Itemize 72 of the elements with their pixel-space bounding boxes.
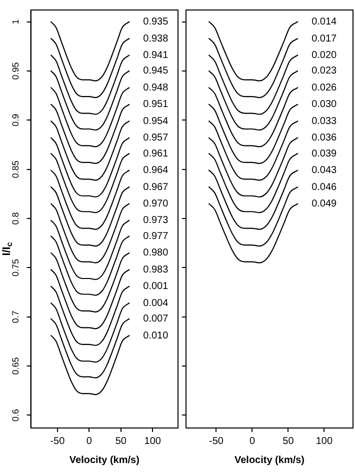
series-label: 0.030 xyxy=(312,99,338,110)
x-tick-label: 50 xyxy=(282,436,294,447)
line-series xyxy=(50,87,130,148)
line-series xyxy=(50,236,130,296)
series-label: 0.014 xyxy=(312,16,338,28)
line-series xyxy=(50,137,130,198)
series-label: 0.980 xyxy=(143,248,169,259)
x-axis-title: Velocity (km/s) xyxy=(69,454,140,466)
line-series xyxy=(50,153,130,214)
series-label: 0.954 xyxy=(143,116,169,127)
x-tick-label: 50 xyxy=(115,436,127,447)
series-label: 0.983 xyxy=(143,264,169,276)
line-series xyxy=(50,335,130,396)
series-label: 0.004 xyxy=(143,298,169,309)
line-series xyxy=(50,286,130,346)
series-label: 0.938 xyxy=(143,33,169,44)
y-tick-label: 0.65 xyxy=(10,357,21,375)
series-label: 0.957 xyxy=(143,132,169,144)
y-tick-label: 0.7 xyxy=(10,310,21,324)
series-label: 0.973 xyxy=(143,215,169,226)
y-tick-label: 0.6 xyxy=(10,408,21,422)
series-label: 0.010 xyxy=(143,330,169,342)
series-label: 0.017 xyxy=(312,33,338,44)
series-label: 0.020 xyxy=(312,50,338,61)
y-tick-label: 0.8 xyxy=(10,212,21,225)
series-label: 0.049 xyxy=(312,198,338,210)
series-label: 0.043 xyxy=(312,165,338,176)
x-tick-label: -50 xyxy=(209,436,224,447)
y-tick-label: 1 xyxy=(10,19,21,24)
line-series xyxy=(50,170,130,230)
y-tick-label: 0.9 xyxy=(10,114,21,126)
line-series xyxy=(50,269,130,330)
series-label: 0.945 xyxy=(143,66,169,77)
series-label: 0.039 xyxy=(312,148,338,160)
x-tick-label: -50 xyxy=(50,436,66,447)
y-tick-label: 0.75 xyxy=(10,258,21,276)
x-tick-label: 0 xyxy=(86,436,92,447)
x-axis-title: Velocity (km/s) xyxy=(234,454,305,466)
y-tick-label: 0.85 xyxy=(10,160,21,178)
series-label: 0.023 xyxy=(312,66,338,77)
y-tick-label: 0.95 xyxy=(10,62,21,80)
series-label: 0.026 xyxy=(312,82,338,94)
series-label: 0.941 xyxy=(143,50,169,61)
y-axis-title: I/Ic xyxy=(1,242,14,256)
series-label: 0.967 xyxy=(143,182,169,193)
line-series xyxy=(50,38,130,98)
x-tick-label: 0 xyxy=(249,436,256,447)
series-label: 0.007 xyxy=(143,314,169,325)
line-series xyxy=(50,203,130,264)
line-series xyxy=(50,120,130,181)
series-label: 0.964 xyxy=(143,165,169,176)
line-series xyxy=(50,104,130,164)
line-series xyxy=(50,186,130,247)
series-label: 0.951 xyxy=(143,99,169,110)
line-series xyxy=(50,318,130,378)
line-series xyxy=(50,252,130,312)
series-label: 0.036 xyxy=(312,132,338,144)
series-label: 0.977 xyxy=(143,230,169,242)
x-tick-label: 100 xyxy=(316,436,333,447)
line-series xyxy=(50,70,130,131)
line-series xyxy=(50,220,130,280)
series-label: 0.935 xyxy=(143,16,169,28)
line-series xyxy=(50,302,130,363)
line-series xyxy=(50,54,130,115)
series-label: 0.961 xyxy=(143,148,169,160)
series-label: 0.970 xyxy=(143,198,169,210)
series-label: 0.001 xyxy=(143,281,169,292)
line-series xyxy=(50,21,130,82)
series-label: 0.033 xyxy=(312,116,338,127)
x-tick-label: 100 xyxy=(144,436,162,447)
series-label: 0.046 xyxy=(312,182,338,193)
series-label: 0.948 xyxy=(143,82,169,94)
